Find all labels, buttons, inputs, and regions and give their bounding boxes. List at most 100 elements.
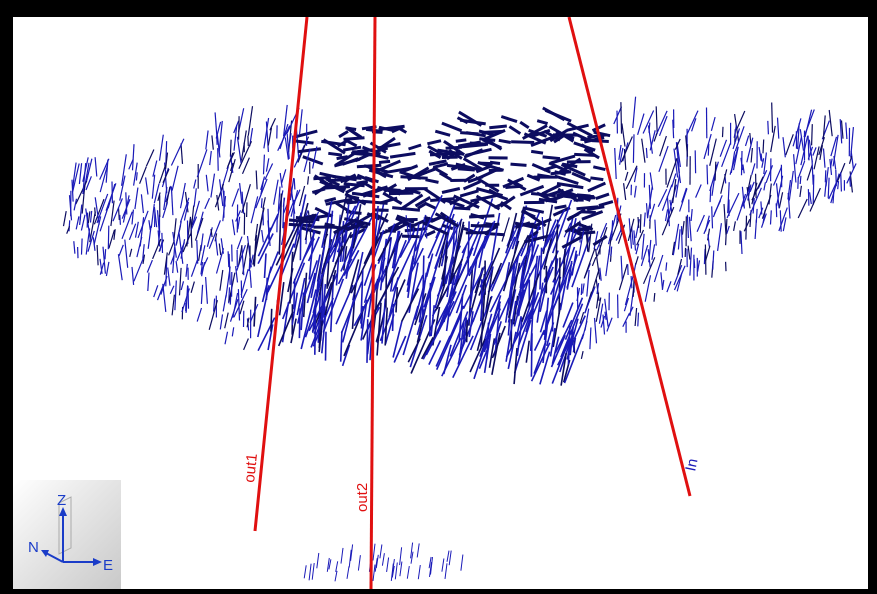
flow-vector [217,148,219,171]
flow-vector [681,187,688,203]
flow-vector [772,166,783,186]
flow-vector [459,189,479,198]
flow-vector [544,188,565,198]
flow-vector [734,114,740,142]
flow-vector [135,172,138,181]
flow-vector [350,544,354,561]
flow-vector [519,259,525,289]
flow-vector [326,557,330,572]
flow-vector [241,191,245,214]
flow-vector [741,186,745,209]
flow-vector [441,558,445,572]
flow-vector [401,234,420,239]
flow-vector [750,147,753,163]
flow-vector [181,288,190,313]
flow-vector [664,209,669,222]
flow-vector [278,193,283,255]
flow-vector [210,173,216,198]
flow-vector [709,161,719,192]
flow-vector [92,237,96,251]
flow-vector [579,312,585,324]
flow-vector [560,352,567,386]
flow-vector [782,137,786,158]
flow-vector [637,113,645,135]
flow-vector [469,214,495,219]
flow-vector [230,162,234,172]
flow-vector [758,207,764,219]
flow-vector [574,152,595,157]
flow-vector [221,184,226,207]
flow-vector [822,115,826,139]
flow-vector [167,267,171,286]
flow-vector [566,121,593,138]
flow-vector [665,262,668,271]
flow-vector [458,247,474,279]
flow-vector [160,275,168,295]
flow-vector [119,175,126,201]
flow-vector [187,286,190,309]
flow-vector [562,302,574,328]
flow-vector [118,244,124,257]
flow-vector [339,173,356,184]
flow-vector [417,565,421,580]
3d-viewport[interactable]: out1 out2 In Z N E [13,17,868,589]
vector-field-scene[interactable]: out1 out2 In [13,17,868,589]
flow-vector [549,327,556,357]
flow-vector [550,170,572,176]
well-out1[interactable]: out1 [241,17,309,532]
flow-vector [633,167,638,183]
flow-vector [636,229,645,246]
flow-vector [554,174,579,186]
flow-vector [247,106,254,136]
flow-vector [205,174,209,192]
flow-vector [639,214,642,233]
flow-vector [726,225,730,234]
well-in[interactable]: In [567,17,702,497]
flow-vector [446,550,450,562]
well-out2[interactable]: out2 [354,17,377,589]
flow-vector [381,553,385,566]
flow-vector [482,220,496,249]
flow-vector [288,133,292,146]
flow-vector [196,211,204,234]
flow-vector [500,201,512,211]
flow-vector [640,245,649,267]
flow-vector [173,218,177,242]
flow-vector [300,292,305,331]
flow-vector [438,232,448,268]
flow-vector [551,199,573,254]
flow-vector [293,178,296,190]
flow-vector [243,338,249,351]
flow-vector [475,165,491,174]
flow-vector [434,274,445,309]
flow-vector [442,242,448,287]
flow-vector [696,214,705,233]
flow-vector [541,219,557,252]
flow-vector [604,311,607,320]
flow-vector [408,247,424,277]
flow-vector [388,191,414,196]
flow-vector [435,314,462,371]
flow-vector [627,218,635,242]
flow-vector [704,245,711,262]
flow-vector [153,183,160,204]
flow-vector [672,179,677,204]
flow-vector [238,116,240,140]
flow-vector [425,166,439,175]
flow-vector [832,134,839,167]
flow-vector [599,267,602,281]
flow-vector [732,128,741,150]
flow-vector [620,255,623,280]
flow-vector [846,163,857,184]
flow-vector [346,566,350,579]
flow-vector [552,206,571,217]
flow-vector [721,143,731,168]
flow-vector [231,219,236,236]
flow-vector [290,318,297,344]
flow-vector [343,136,365,141]
flow-vector [596,283,600,295]
flow-vector [653,254,664,283]
flow-vector [345,126,363,139]
flow-vector [543,129,561,142]
flow-vector [319,288,332,312]
